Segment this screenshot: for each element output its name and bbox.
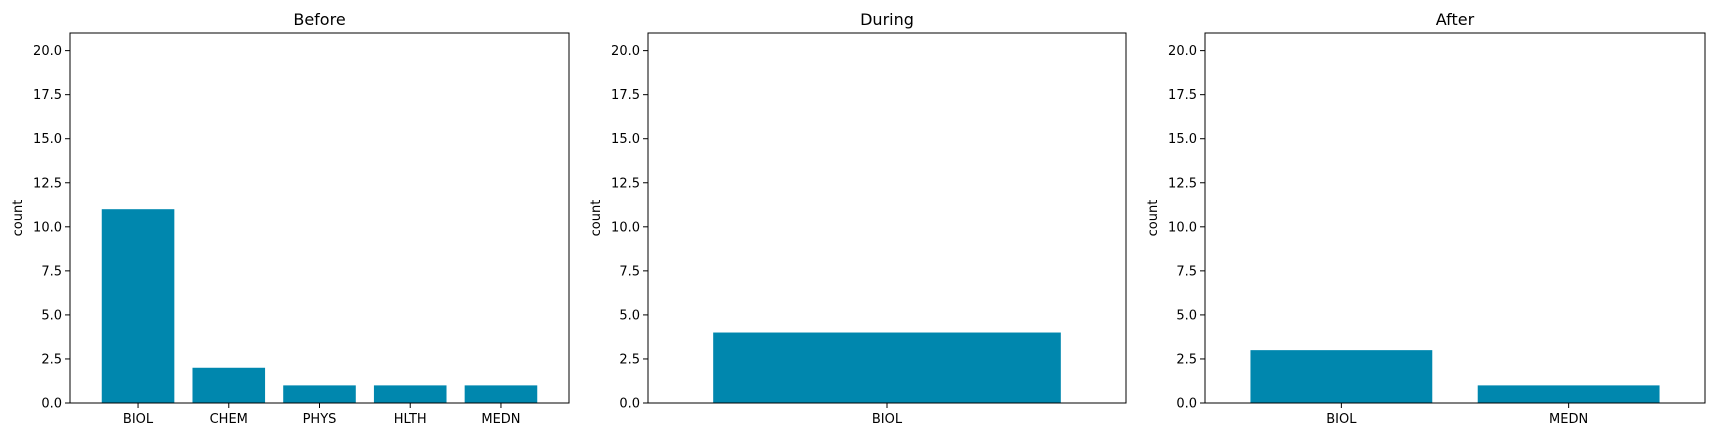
x-tick-label: HLTH: [394, 412, 427, 427]
y-tick-label: 5.0: [1176, 308, 1197, 323]
bar-medn: [464, 385, 538, 403]
y-tick-label: 17.5: [33, 88, 62, 103]
y-tick-label: 17.5: [1168, 88, 1197, 103]
y-tick-label: 7.5: [41, 264, 62, 279]
x-tick-label: BIOL: [123, 412, 154, 427]
y-tick-label: 2.5: [41, 352, 62, 367]
chart-title: After: [1436, 10, 1475, 29]
x-tick-label: MEDN: [481, 412, 520, 427]
y-tick-label: 2.5: [1176, 352, 1197, 367]
y-tick-label: 0.0: [41, 397, 62, 412]
y-tick-label: 12.5: [611, 176, 640, 191]
y-tick-label: 20.0: [1168, 44, 1197, 59]
y-tick-label: 7.5: [1176, 264, 1197, 279]
bar-phys: [283, 385, 356, 403]
chart-title: During: [860, 10, 914, 29]
y-axis-label: count: [589, 200, 604, 237]
y-tick-label: 15.0: [611, 132, 640, 147]
y-tick-label: 5.0: [619, 308, 640, 323]
y-tick-label: 10.0: [1168, 220, 1197, 235]
x-tick-label: BIOL: [872, 412, 903, 427]
y-tick-label: 17.5: [611, 88, 640, 103]
y-tick-label: 12.5: [33, 176, 62, 191]
chart-panel-3: 0.0 2.5 5.0 7.5 10.0 12.5 15.0 17.5 20.0 BIOL MEDN…: [1146, 10, 1706, 427]
y-axis-label: count: [11, 200, 26, 237]
x-tick-label: CHEM: [210, 412, 248, 427]
bar-chem: [192, 367, 266, 403]
y-tick-label: 2.5: [619, 352, 640, 367]
y-tick-label: 20.0: [33, 44, 62, 59]
plot-frame: [1204, 32, 1706, 404]
y-axis-label: count: [1146, 200, 1161, 237]
y-tick-label: 7.5: [619, 264, 640, 279]
bar-medn: [1477, 385, 1660, 403]
chart-title: Before: [293, 10, 345, 29]
y-tick-label: 15.0: [33, 132, 62, 147]
y-tick-label: 10.0: [611, 220, 640, 235]
bar-biol: [1250, 350, 1433, 403]
chart-panel-2: 0.0 2.5 5.0 7.5 10.0 12.5 15.0 17.5 20.0 BIOL Duri…: [589, 10, 1127, 427]
y-tick-label: 0.0: [1176, 397, 1197, 412]
y-tick-label: 5.0: [41, 308, 62, 323]
bar-biol: [713, 332, 1061, 403]
y-tick-label: 0.0: [619, 397, 640, 412]
x-tick-label: PHYS: [303, 412, 337, 427]
x-tick-label: MEDN: [1549, 412, 1588, 427]
x-tick-label: BIOL: [1326, 412, 1357, 427]
y-tick-label: 15.0: [1168, 132, 1197, 147]
bar-hlth: [373, 385, 447, 403]
y-tick-label: 12.5: [1168, 176, 1197, 191]
bar-biol: [101, 209, 175, 403]
chart-panel-1: 0.0 2.5 5.0 7.5 10.0 12.5 15.0 17.5 20.0 BIOL CHEM…: [11, 10, 570, 427]
y-tick-label: 20.0: [611, 44, 640, 59]
y-tick-label: 10.0: [33, 220, 62, 235]
